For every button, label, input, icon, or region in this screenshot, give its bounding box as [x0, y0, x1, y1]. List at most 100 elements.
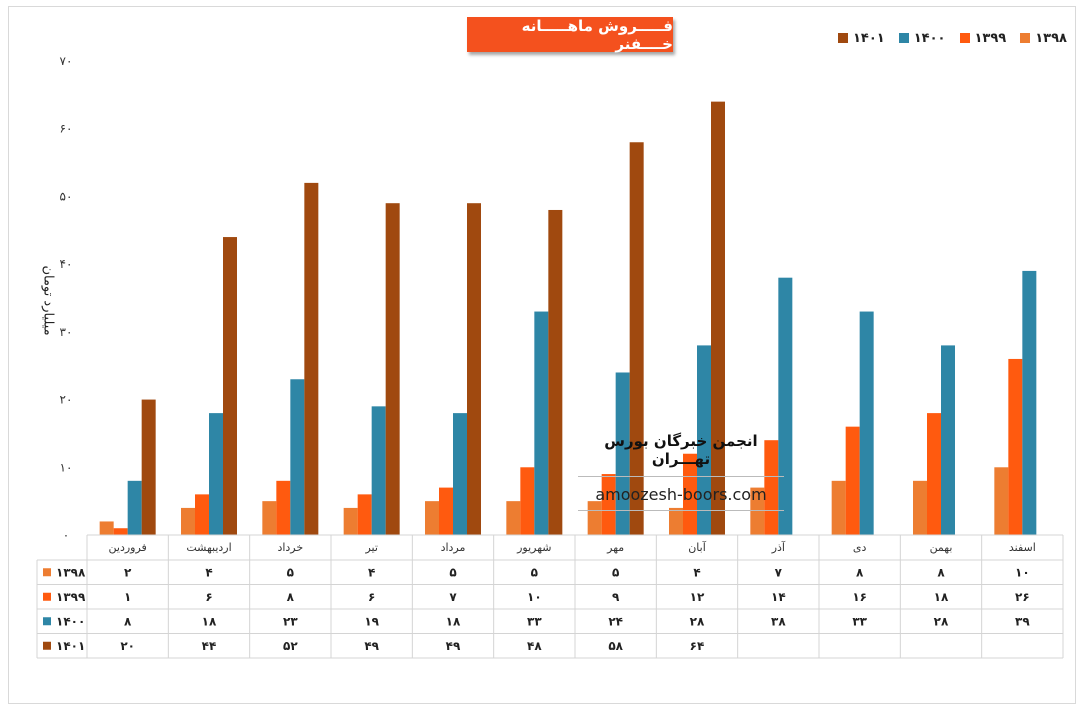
data-label: ۲۰	[120, 639, 135, 653]
data-label: ۱۰	[527, 590, 542, 604]
data-label: ۱۸	[202, 614, 217, 628]
bar	[711, 101, 725, 535]
bar	[994, 467, 1009, 535]
bar	[927, 413, 941, 535]
legend-label: ۱۳۹۹	[974, 30, 1007, 46]
data-label: ۲۳	[283, 614, 298, 628]
bar	[1008, 358, 1023, 535]
data-label: ۵۸	[608, 639, 623, 653]
bar	[859, 311, 874, 535]
watermark-url: amoozesh-boors.com	[578, 477, 784, 511]
bar	[385, 203, 400, 535]
bar	[629, 142, 644, 535]
bar	[764, 440, 779, 535]
category-label: آذر	[771, 540, 786, 554]
bar	[750, 487, 765, 535]
bar	[276, 480, 291, 535]
data-label: ۵	[287, 565, 294, 579]
data-label: ۴	[205, 565, 212, 579]
data-label: ۴	[368, 565, 375, 579]
category-label: دی	[853, 541, 867, 554]
y-tick-label: ۶۰	[60, 122, 73, 136]
data-label: ۸	[937, 565, 945, 579]
data-label: ۳۳	[852, 614, 867, 628]
data-label: ۳۳	[527, 614, 542, 628]
data-label: ۴۴	[202, 639, 217, 653]
legend-swatch	[838, 33, 848, 43]
category-label: بهمن	[930, 541, 953, 554]
bar	[831, 480, 846, 535]
bar	[548, 209, 563, 535]
legend-item: ۱۳۹۸	[1020, 31, 1067, 46]
table-series-name: ۱۴۰۰	[56, 614, 85, 628]
table-series-swatch	[43, 592, 51, 601]
legend-label: ۱۴۰۰	[913, 30, 946, 46]
category-label: تیر	[364, 541, 377, 554]
data-label: ۷	[449, 590, 457, 604]
data-label: ۹	[612, 590, 620, 604]
bar	[113, 528, 128, 535]
data-label: ۵	[612, 565, 619, 579]
bar	[587, 501, 602, 535]
data-label: ۲۸	[690, 614, 705, 628]
y-tick-label: ۷۰	[60, 54, 73, 68]
data-label: ۵	[449, 565, 456, 579]
bar	[127, 480, 142, 535]
bar	[778, 277, 793, 535]
legend-item: ۱۴۰۱	[838, 31, 885, 46]
legend-item: ۱۳۹۹	[959, 30, 1007, 46]
bar	[845, 426, 860, 535]
category-label: آبان	[688, 540, 706, 554]
bar	[467, 203, 481, 535]
bar	[209, 413, 223, 535]
bar	[425, 501, 439, 535]
chart-legend: ۱۳۹۸ ۱۳۹۹ ۱۴۰۰ ۱۴۰۱	[838, 28, 1067, 48]
data-label: ۴۸	[527, 639, 542, 653]
legend-swatch	[1020, 33, 1031, 43]
table-series-swatch	[43, 641, 51, 650]
y-tick-label: ۲۰	[60, 393, 73, 407]
legend-label: ۱۴۰۱	[853, 30, 885, 46]
bar	[99, 521, 114, 535]
data-label: ۶۴	[690, 639, 705, 653]
bar	[343, 507, 358, 535]
data-label: ۱۹	[364, 614, 379, 628]
bar	[290, 379, 305, 535]
data-label: ۳۸	[771, 614, 786, 628]
data-label: ۴۹	[446, 639, 461, 653]
y-tick-label: ۴۰	[60, 257, 73, 271]
bar	[141, 399, 156, 535]
data-label: ۴۹	[364, 639, 379, 653]
y-tick-label: ۳۰	[60, 325, 73, 339]
data-label: ۱۸	[934, 590, 949, 604]
legend-label: ۱۳۹۸	[1035, 30, 1067, 46]
table-series-swatch	[43, 568, 51, 577]
category-label: فروردین	[109, 541, 147, 554]
bar	[615, 372, 630, 535]
category-label: مهر	[606, 541, 624, 554]
category-label: شهریور	[516, 541, 551, 554]
data-label: ۸	[287, 590, 295, 604]
data-label: ۸	[124, 614, 132, 628]
watermark: انجمن خبرگان بورس تهـــران amoozesh-boor…	[578, 432, 784, 511]
table-series-swatch	[43, 617, 51, 626]
data-label: ۷	[775, 565, 783, 579]
bar	[304, 182, 319, 535]
category-label: اسفند	[1009, 541, 1036, 554]
data-label: ۵۲	[283, 639, 298, 653]
data-label: ۵	[531, 565, 538, 579]
bar	[913, 480, 927, 535]
bar	[262, 501, 277, 535]
data-label: ۲۴	[608, 614, 623, 628]
bar	[534, 311, 549, 535]
legend-swatch	[898, 33, 909, 43]
y-tick-label: ۰	[63, 528, 69, 542]
y-tick-label: ۱۰	[60, 460, 73, 474]
bar	[506, 501, 521, 535]
bar	[371, 406, 386, 535]
data-label: ۱۲	[690, 590, 705, 604]
category-label: اردیبهشت	[186, 541, 231, 554]
watermark-title: انجمن خبرگان بورس تهـــران	[578, 432, 784, 477]
data-label: ۴	[693, 565, 700, 579]
